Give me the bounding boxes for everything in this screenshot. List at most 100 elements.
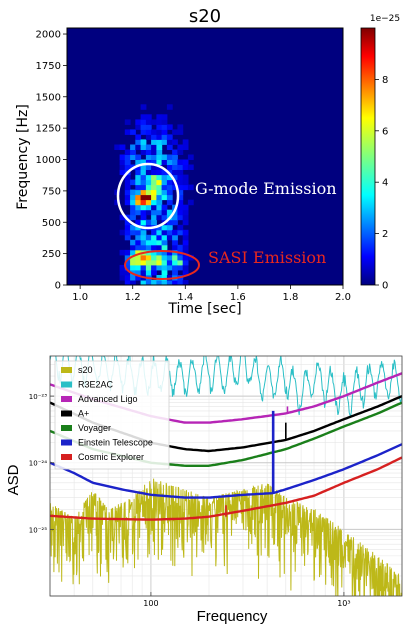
spectrogram-cell [182,209,189,216]
spectrogram-cell [145,280,152,285]
spectrogram-cell [130,144,136,150]
spectrogram-cell [124,229,131,236]
spectrogram-cell [177,164,184,170]
spectrogram-x-tick-label: 2.0 [335,292,351,303]
spectrogram-cell [135,194,142,201]
spectrogram-cell [187,254,194,261]
spectrogram-cell [177,264,184,271]
spectrogram-cell [124,254,131,261]
spectrogram-cell [161,275,168,281]
spectrogram-cell [124,249,131,256]
spectrogram-cell [135,134,142,140]
spectrogram-cell [151,119,157,125]
asd-x-label: Frequency [197,608,268,625]
colorbar-tick-label: 6 [382,126,388,137]
spectrogram-cell [156,194,163,201]
spectrogram-cell [130,280,136,285]
spectrogram-cell [161,119,168,125]
spectrogram-cell [135,209,142,216]
spectrogram-cell [130,214,136,221]
spectrogram-cell [140,264,147,271]
spectrogram-cell [177,204,184,211]
spectrogram-cell [177,224,184,231]
spectrogram-cell [124,224,131,231]
spectrogram-y-tick-label: 1750 [36,61,61,72]
spectrogram-cell [182,280,189,285]
spectrogram-cell [130,249,136,256]
spectrogram-cell [177,129,184,135]
spectrogram-cell [182,234,189,241]
spectrogram-y-tick-label: 500 [42,218,61,229]
spectrogram-cell [156,144,163,150]
spectrogram-y-tick-label: 750 [42,186,61,197]
spectrogram-cell [182,264,189,271]
spectrogram-cell [161,249,168,256]
spectrogram-y-tick-label: 1500 [36,92,61,103]
spectrogram-cell [151,229,157,236]
spectrogram-cell [177,144,184,150]
spectrogram-y-tick-label: 2000 [36,30,61,41]
spectrogram-cell [151,254,157,261]
spectrogram-cell [182,164,189,170]
spectrogram-x-tick-label: 1.4 [177,292,193,303]
spectrogram-cell [156,234,163,241]
spectrogram-cell [140,159,147,165]
spectrogram-cell [135,169,142,176]
spectrogram-cell [151,204,157,211]
spectrogram-cell [161,254,168,261]
spectrogram-cell [145,204,152,211]
spectrogram-cell [156,149,163,155]
spectrogram-cell [156,209,163,216]
spectrogram-cell [140,179,147,186]
spectrogram-x-tick-label: 1.0 [72,292,88,303]
spectrogram-cell [145,154,152,160]
spectrogram-cell [124,159,131,165]
spectrogram-cell [130,244,136,251]
spectrogram-background [67,28,343,285]
spectrogram-cell [172,214,178,221]
spectrogram-cell [161,169,168,176]
spectrogram-cell [151,189,157,196]
spectrogram-cell [177,194,184,201]
spectrogram-cell [177,214,184,221]
spectrogram-cell [135,164,142,170]
asd-y-label: ASD [5,464,22,495]
asd-legend-swatch [61,396,72,402]
colorbar-tick-label: 0 [382,281,388,292]
spectrogram-cell [172,254,178,261]
spectrogram-y-ticks: 0 250 500 750 1000 1250 1500 1750 2000 [36,30,67,292]
spectrogram-cell [172,164,178,170]
spectrogram-cell [135,254,142,261]
spectrogram-cell [177,280,184,285]
spectrogram-cell [166,219,173,226]
asd-legend-swatch [61,410,72,417]
spectrogram-cell [156,204,163,211]
spectrogram-cell [156,169,163,176]
spectrogram-x-tick-label: 1.2 [125,292,141,303]
spectrogram-cell [124,164,131,170]
spectrogram-cell [135,275,142,281]
spectrogram-cell [135,159,142,165]
spectrogram-cell [135,229,142,236]
spectrogram-cell [161,224,168,231]
spectrogram-cell [166,254,173,261]
spectrogram-cell [182,159,189,165]
asd-x-ticks: 100 10³ [143,592,351,608]
spectrogram-cell [161,214,168,221]
spectrogram-cell [161,114,168,120]
spectrogram-cell [140,214,147,221]
spectrogram-cell [166,139,173,145]
spectrogram-cell [140,204,147,211]
spectrogram-cell [172,184,178,191]
spectrogram-cell [156,280,163,285]
spectrogram-cell [151,259,157,266]
spectrogram-cell [156,239,163,246]
spectrogram-cell [135,189,142,196]
spectrogram-cell [130,204,136,211]
spectrogram-cell [119,264,126,271]
spectrogram-cell [130,224,136,231]
spectrogram-cell [140,209,147,216]
spectrogram-cell [156,189,163,196]
asd-chart: 100 10³ 10⁻²³ 10⁻²⁴ 10⁻²⁵ Frequency ASD s20… [5,355,403,625]
spectrogram-cell [119,144,126,150]
